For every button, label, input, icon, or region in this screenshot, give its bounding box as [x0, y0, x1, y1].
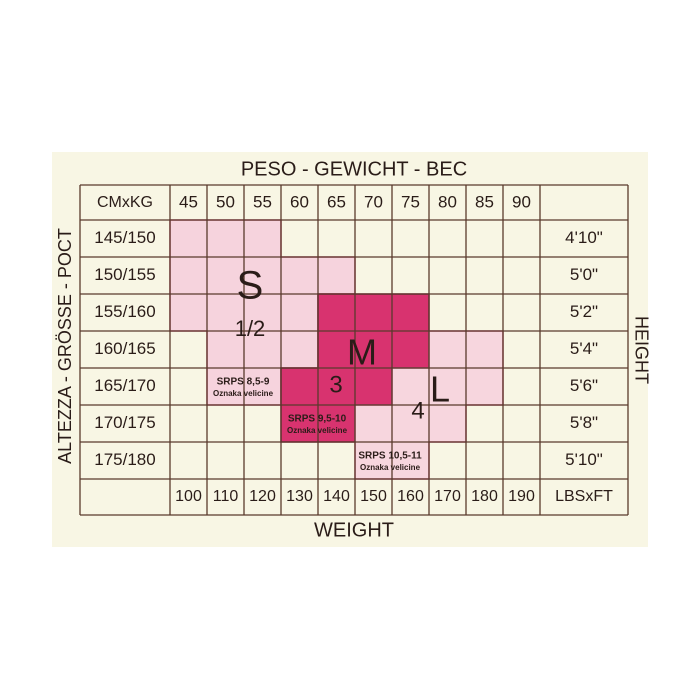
feet-label: 5'10" [565, 450, 603, 469]
title: PESO - GEWICHT - BEC [241, 158, 467, 180]
cm-label: 160/165 [94, 339, 155, 358]
feet-label: 5'4" [570, 339, 598, 358]
footer: WEIGHT [314, 519, 394, 541]
lbs-label: 170 [434, 488, 461, 505]
kg-label: 55 [253, 192, 272, 211]
kg-label: 80 [438, 192, 457, 211]
feet-label: 5'0" [570, 265, 598, 284]
feet-label: 5'2" [570, 302, 598, 321]
lbs-label: 160 [397, 488, 424, 505]
cm-label: 165/170 [94, 376, 155, 395]
grid [79, 184, 629, 516]
lbs-label: 110 [213, 488, 239, 505]
kg-label: 60 [290, 192, 309, 211]
kg-label: 75 [401, 192, 420, 211]
size-code: SRPS 10,5-11 [358, 451, 422, 462]
cm-label: 145/150 [94, 228, 155, 247]
cm-label: 175/180 [94, 450, 155, 469]
size-letter: L [430, 369, 450, 410]
lbs-label: 130 [286, 488, 313, 505]
feet-label: 5'6" [570, 376, 598, 395]
lbs-label: 180 [471, 488, 498, 505]
size-letter: M [347, 332, 377, 373]
lbs-label: 190 [508, 488, 535, 505]
left-label: ALTEZZA - GRÖSSE - POCT [55, 228, 75, 464]
labels: CMxKG LBSxFT 45 100 50 110 55 120 60 130 65 140 70 15… [94, 192, 613, 505]
corner-label: CMxKG [97, 194, 153, 211]
lbs-label: 140 [323, 488, 350, 505]
size-number: 1/2 [235, 316, 266, 341]
lbs-label: 120 [249, 488, 276, 505]
kg-label: 65 [327, 192, 346, 211]
size-code: SRPS 9,5-10 [288, 414, 347, 425]
feet-label: 5'8" [570, 413, 598, 432]
lbs-label: 100 [175, 488, 202, 505]
kg-label: 85 [475, 192, 494, 211]
right-label: HEIGHT [631, 316, 651, 384]
kg-label: 90 [512, 192, 531, 211]
kg-label: 50 [216, 192, 235, 211]
size-number: 4 [411, 397, 424, 424]
cm-label: 170/175 [94, 413, 155, 432]
size-note: Oznaka velicine [213, 389, 274, 398]
unit-label: LBSxFT [555, 488, 613, 505]
cm-label: 155/160 [94, 302, 155, 321]
kg-label: 70 [364, 192, 383, 211]
size-letter: S [237, 264, 264, 308]
cm-label: 150/155 [94, 265, 155, 284]
size-note: Oznaka velicine [287, 426, 348, 435]
size-code: SRPS 8,5-9 [217, 377, 270, 388]
feet-label: 4'10" [565, 228, 603, 247]
size-note: Oznaka velicine [360, 463, 421, 472]
lbs-label: 150 [360, 488, 387, 505]
size-number: 3 [329, 371, 342, 398]
kg-label: 45 [179, 192, 198, 211]
